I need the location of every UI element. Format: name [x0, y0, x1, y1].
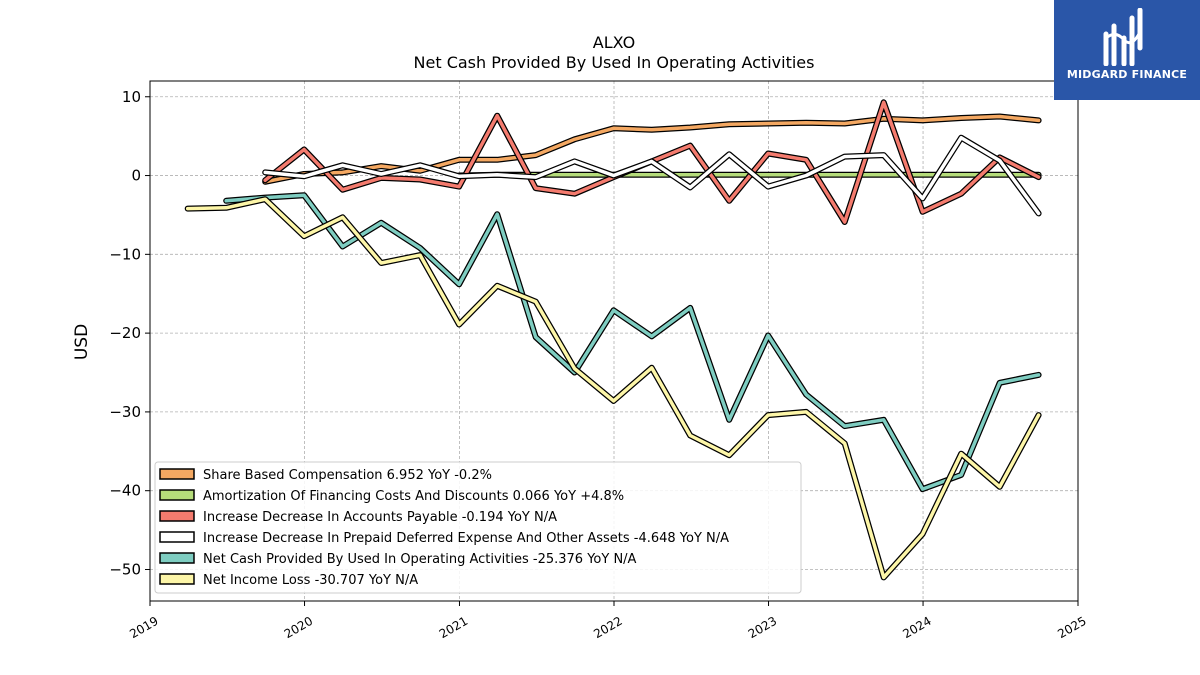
y-tick-label: −40 — [109, 482, 141, 500]
y-tick-label: −30 — [109, 403, 141, 421]
series-line — [185, 197, 1041, 580]
y-tick-label: −10 — [109, 245, 141, 263]
x-tick-label: 2019 — [127, 614, 160, 641]
series-line — [263, 135, 1041, 216]
series-lines — [184, 99, 1042, 581]
brand-logo: MIDGARD FINANCE — [1054, 0, 1200, 100]
series-line — [224, 193, 1041, 491]
legend-label: Net Cash Provided By Used In Operating A… — [203, 552, 637, 567]
legend: Share Based Compensation 6.952 YoY -0.2%… — [154, 461, 802, 594]
legend-swatch — [159, 573, 195, 585]
series-line-outline — [223, 192, 1042, 493]
legend-label: Increase Decrease In Accounts Payable -0… — [203, 510, 557, 525]
legend-swatch — [159, 552, 195, 564]
brand-name: MIDGARD FINANCE — [1066, 68, 1188, 81]
x-tick-label: 2022 — [591, 614, 624, 641]
x-tick-label: 2024 — [900, 614, 933, 641]
legend-swatch — [159, 531, 195, 543]
y-tick-label: −20 — [109, 324, 141, 342]
chart-title-line2: Net Cash Provided By Used In Operating A… — [414, 53, 815, 72]
legend-label: Increase Decrease In Prepaid Deferred Ex… — [203, 531, 729, 546]
legend-swatch — [159, 468, 195, 480]
chart-title-line1: ALXO — [593, 33, 635, 52]
y-tick-label: −50 — [109, 560, 141, 578]
x-tick-label: 2023 — [746, 614, 779, 641]
legend-label: Amortization Of Financing Costs And Disc… — [203, 489, 624, 504]
legend-label: Net Income Loss -30.707 YoY N/A — [203, 573, 418, 588]
y-tick-label: 0 — [131, 167, 141, 185]
y-axis-label: USD — [72, 324, 92, 360]
x-tick-label: 2020 — [282, 614, 315, 641]
legend-swatch — [159, 489, 195, 501]
series-line — [263, 114, 1041, 184]
x-tick-label: 2025 — [1055, 614, 1088, 641]
legend-box — [154, 461, 802, 594]
y-tick-label: 10 — [122, 88, 141, 106]
legend-swatch — [159, 510, 195, 522]
x-tick-label: 2021 — [437, 614, 470, 641]
midgard-logo-icon — [1103, 8, 1143, 66]
legend-label: Share Based Compensation 6.952 YoY -0.2% — [203, 468, 492, 483]
